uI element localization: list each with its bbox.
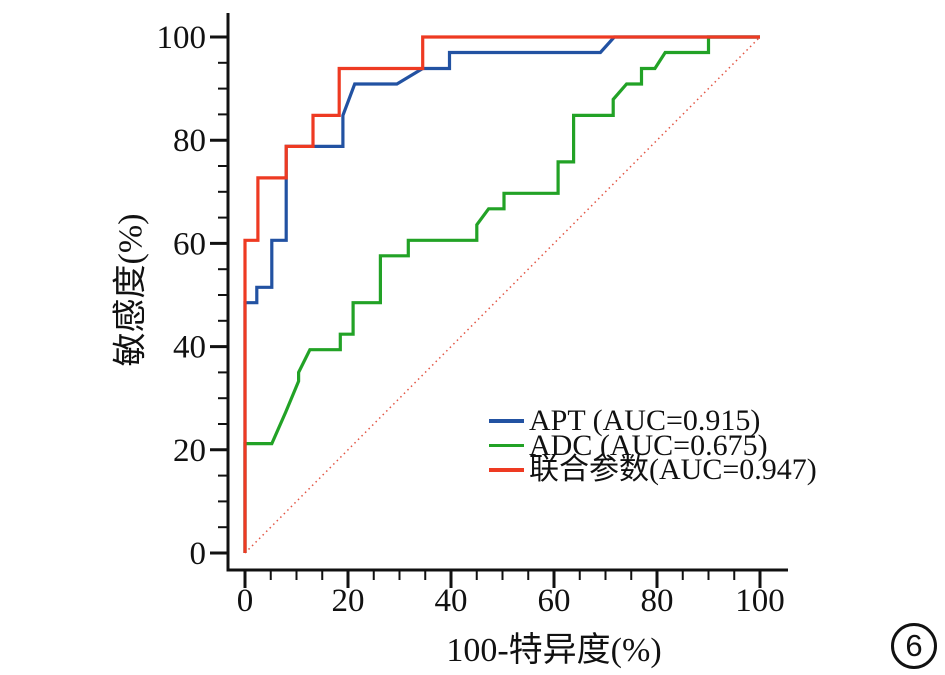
x-tick-label: 20 <box>332 583 365 619</box>
legend-item-combined: 联合参数(AUC=0.947) <box>489 452 817 486</box>
y-tick-label: 40 <box>173 330 206 366</box>
y-tick-label: 80 <box>173 123 206 159</box>
roc-curve-adc <box>243 35 760 553</box>
x-axis-title: 100-特异度(%) <box>446 632 662 669</box>
figure-number-badge: 6 <box>891 623 937 669</box>
legend-item-apt: APT (AUC=0.915) <box>489 404 817 438</box>
roc-curve-combined <box>243 35 760 553</box>
x-tick-label: 60 <box>538 583 571 619</box>
legend: APT (AUC=0.915) ADC (AUC=0.675) 联合参数(AUC… <box>489 404 817 486</box>
y-tick-label: 0 <box>190 536 207 572</box>
legend-item-adc: ADC (AUC=0.675) <box>489 430 817 460</box>
y-axis-title: 敏感度(%) <box>112 213 150 367</box>
legend-line-combined-icon <box>489 468 524 472</box>
x-tick-label: 80 <box>641 583 674 619</box>
roc-curve-apt <box>243 35 760 553</box>
y-tick-label: 60 <box>173 226 206 262</box>
x-tick-label: 100 <box>735 583 785 619</box>
x-tick-label: 40 <box>435 583 468 619</box>
y-tick-label: 100 <box>157 20 207 56</box>
legend-line-adc-icon <box>489 443 524 448</box>
legend-label-combined: 联合参数(AUC=0.947) <box>529 452 817 486</box>
figure-number: 6 <box>905 628 923 663</box>
y-tick-label: 20 <box>173 433 206 469</box>
x-tick-label: 0 <box>237 583 254 619</box>
legend-label-apt: APT (AUC=0.915) <box>529 404 761 438</box>
legend-label-adc: ADC (AUC=0.675) <box>529 428 768 462</box>
legend-line-apt-icon <box>489 419 524 423</box>
